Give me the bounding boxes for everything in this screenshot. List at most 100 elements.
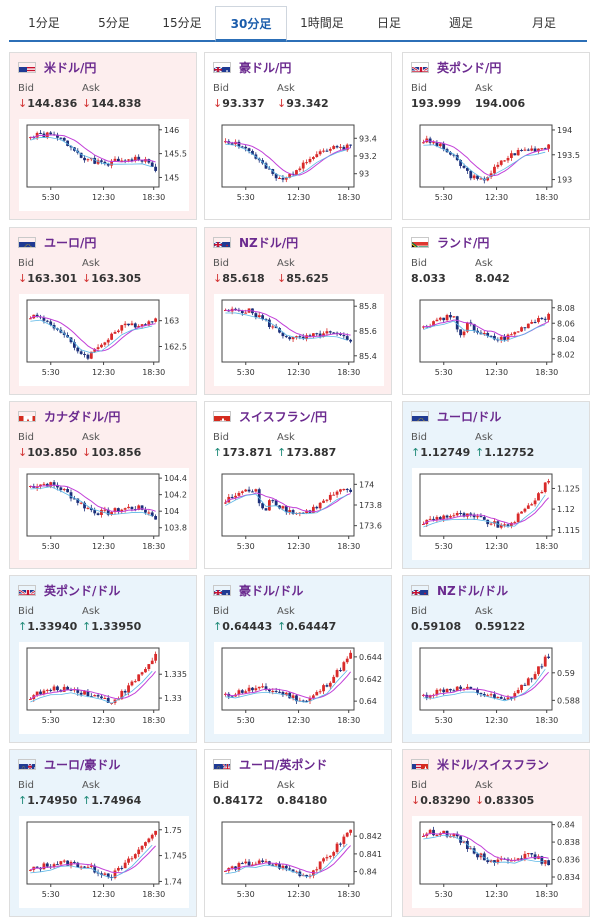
currency-pair-link[interactable]: 米ドル/スイスフラン bbox=[437, 757, 550, 772]
x-tick-label: 5:30 bbox=[237, 542, 255, 551]
candle-down bbox=[106, 163, 110, 166]
mini-candle-chart[interactable]: 0.842 0.841 0.84 5:30 12:30 18:30 bbox=[214, 816, 384, 908]
mini-candle-chart[interactable]: 1.75 1.745 1.74 5:30 12:30 18:30 bbox=[19, 816, 189, 908]
card-header: ユーロ/英ポンド bbox=[213, 756, 327, 772]
currency-pair-link[interactable]: スイスフラン/円 bbox=[239, 409, 328, 424]
currency-pair-link[interactable]: 豪ドル/円 bbox=[239, 60, 292, 75]
candle-up bbox=[79, 866, 83, 868]
currency-pair-link[interactable]: ユーロ/ドル bbox=[437, 409, 502, 424]
tab-6[interactable]: 週足 bbox=[448, 16, 473, 30]
plot-frame bbox=[26, 299, 160, 363]
bid-label: Bid bbox=[18, 432, 34, 443]
mini-candle-chart[interactable]: 93.4 93.2 93 5:30 12:30 18:30 bbox=[214, 119, 384, 211]
rate-card[interactable]: カナダドル/円 Bid Ask ↓103.850 ↓103.856 104.4 104.2 1… bbox=[9, 401, 197, 569]
rate-card[interactable]: 英ポンド/ドル Bid Ask ↑1.33940 ↑1.33950 1.335 1.33 5:… bbox=[9, 575, 197, 743]
mini-candle-chart[interactable]: 104.4 104.2 104 103.8 5:30 12:30 18:30 bbox=[19, 468, 189, 560]
plot-frame bbox=[419, 124, 553, 188]
y-tick-label: 173.8 bbox=[359, 501, 382, 510]
candle-up bbox=[120, 325, 124, 331]
rate-card[interactable]: スイスフラン/円 Bid Ask ↑173.871 ↑173.887 174 173.8 17… bbox=[204, 401, 392, 569]
currency-pair-link[interactable]: ランド/円 bbox=[437, 235, 490, 250]
x-tick-label: 5:30 bbox=[237, 890, 255, 899]
mini-candle-chart[interactable]: 8.08 8.06 8.04 8.02 5:30 12:30 18:30 bbox=[412, 294, 582, 386]
candle-down bbox=[278, 328, 281, 333]
mini-candle-chart[interactable]: 174 173.8 173.6 5:30 12:30 18:30 bbox=[214, 468, 384, 560]
mini-candle-chart[interactable]: 0.84 0.838 0.836 0.834 5:30 12:30 18:30 bbox=[412, 816, 582, 908]
candle-down bbox=[79, 692, 83, 695]
mini-candle-chart[interactable]: 1.125 1.12 1.115 5:30 12:30 18:30 bbox=[412, 468, 582, 560]
rate-card[interactable]: NZドル/円 Bid Ask ↓85.618 ↓85.625 85.8 85.6 85.4 5:… bbox=[204, 227, 392, 395]
candle-up bbox=[503, 524, 507, 526]
rate-card[interactable]: ユーロ/豪ドル Bid Ask ↑1.74950 ↑1.74964 1.75 1.745 1.… bbox=[9, 749, 197, 917]
bid-value-wrap: ↓85.618 bbox=[213, 272, 265, 285]
tab-0[interactable]: 1分足 bbox=[28, 16, 60, 30]
rate-card[interactable]: ユーロ/ドル Bid Ask ↑1.12749 ↑1.12752 1.125 1.12 1.1… bbox=[402, 401, 590, 569]
trend-line bbox=[225, 843, 348, 878]
mini-candle-chart[interactable]: 0.59 0.588 5:30 12:30 18:30 bbox=[412, 642, 582, 734]
candle-up bbox=[257, 315, 261, 318]
tab-5[interactable]: 日足 bbox=[376, 16, 401, 30]
mini-candle-chart[interactable]: 85.8 85.6 85.4 5:30 12:30 18:30 bbox=[214, 294, 384, 386]
candle-down bbox=[455, 833, 459, 837]
rate-card[interactable]: NZドル/ドル Bid Ask 0.59108 0.59122 0.59 0.588 5:30… bbox=[402, 575, 590, 743]
rate-card[interactable]: ランド/円 Bid Ask 8.033 8.042 8.08 8.06 8.04 8.02 5:3… bbox=[402, 227, 590, 395]
candle-up bbox=[288, 173, 292, 178]
candle-down bbox=[533, 854, 537, 859]
x-tick-label: 12:30 bbox=[92, 716, 115, 725]
ask-value-wrap: ↑0.64447 bbox=[277, 620, 336, 633]
candle-down bbox=[274, 173, 278, 179]
currency-pair-link[interactable]: 英ポンド/ドル bbox=[44, 583, 121, 598]
candle-up bbox=[530, 504, 534, 506]
plot-frame bbox=[419, 821, 553, 885]
rate-card[interactable]: 英ポンド/円 Bid Ask 193.999 194.006 194 193.5 193 5:3… bbox=[402, 52, 590, 220]
currency-pair-link[interactable]: 米ドル/円 bbox=[44, 60, 97, 75]
currency-pair-link[interactable]: ユーロ/豪ドル bbox=[44, 757, 121, 772]
tab-4[interactable]: 1時間足 bbox=[300, 16, 344, 30]
trend-line bbox=[225, 493, 348, 515]
candle-up bbox=[325, 331, 329, 334]
mini-candle-chart[interactable]: 1.335 1.33 5:30 12:30 18:30 bbox=[19, 642, 189, 734]
rate-card[interactable]: ユーロ/英ポンド Bid Ask 0.84172 0.84180 0.842 0.841 0.… bbox=[204, 749, 392, 917]
candle-down bbox=[247, 861, 251, 866]
ask-value: 0.84180 bbox=[277, 794, 328, 807]
rate-card[interactable]: ユーロ/円 Bid Ask ↓163.301 ↓163.305 163 162.5 5:30 1… bbox=[9, 227, 197, 395]
tab-7[interactable]: 月足 bbox=[531, 16, 556, 30]
currency-pair-link[interactable]: 豪ドル/ドル bbox=[239, 583, 304, 598]
rate-card[interactable]: 豪ドル/ドル Bid Ask ↑0.64443 ↑0.64447 0.644 0.642 0.… bbox=[204, 575, 392, 743]
rate-card[interactable]: 米ドル/スイスフラン Bid Ask ↓0.83290 ↓0.83305 0.84 0.83… bbox=[402, 749, 590, 917]
candle-up bbox=[537, 148, 540, 152]
ask-value: 173.887 bbox=[286, 446, 337, 459]
chart-svg: 1.335 1.33 5:30 12:30 18:30 bbox=[26, 647, 187, 725]
tab-3[interactable]: 30分足 bbox=[215, 6, 287, 42]
candle-down bbox=[150, 321, 154, 323]
y-tick-label: 145.5 bbox=[164, 150, 187, 159]
currency-pair-link[interactable]: ユーロ/円 bbox=[44, 235, 97, 250]
mini-candle-chart[interactable]: 163 162.5 5:30 12:30 18:30 bbox=[19, 294, 189, 386]
currency-pair-link[interactable]: NZドル/ドル bbox=[437, 583, 509, 598]
currency-pair-link[interactable]: ユーロ/英ポンド bbox=[239, 757, 328, 772]
candle-down bbox=[274, 326, 278, 329]
candle-down bbox=[76, 347, 80, 352]
up-arrow-icon: ↑ bbox=[411, 446, 421, 459]
candle-down bbox=[476, 853, 479, 858]
currency-pair-link[interactable]: 英ポンド/円 bbox=[437, 60, 502, 75]
currency-pair-link[interactable]: NZドル/円 bbox=[239, 235, 299, 250]
candle-up bbox=[315, 154, 319, 158]
bid-label: Bid bbox=[18, 83, 34, 94]
tab-1[interactable]: 5分足 bbox=[98, 16, 130, 30]
candle-up bbox=[42, 690, 46, 695]
candle-down bbox=[76, 498, 80, 503]
plot-frame bbox=[221, 647, 355, 711]
y-tick-label: 0.834 bbox=[557, 873, 580, 882]
rate-card[interactable]: 米ドル/円 Bid Ask ↓144.836 ↓144.838 146 145.5 145 5:… bbox=[9, 52, 197, 220]
rate-card[interactable]: 豪ドル/円 Bid Ask ↓93.337 ↓93.342 93.4 93.2 93 5:30 1… bbox=[204, 52, 392, 220]
candle-down bbox=[493, 694, 496, 698]
currency-pair-link[interactable]: カナダドル/円 bbox=[44, 409, 121, 424]
tab-2[interactable]: 15分足 bbox=[162, 16, 202, 30]
mini-candle-chart[interactable]: 194 193.5 193 5:30 12:30 18:30 bbox=[412, 119, 582, 211]
mini-candle-chart[interactable]: 146 145.5 145 5:30 12:30 18:30 bbox=[19, 119, 189, 211]
mini-candle-chart[interactable]: 0.644 0.642 0.64 5:30 12:30 18:30 bbox=[214, 642, 384, 734]
candle-down bbox=[251, 491, 254, 493]
card-header: カナダドル/円 bbox=[18, 408, 120, 424]
plot-frame bbox=[221, 821, 355, 885]
